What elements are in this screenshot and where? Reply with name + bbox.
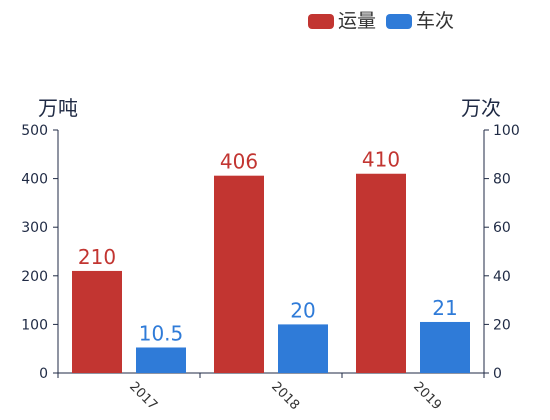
legend-item-yunliang[interactable]: 运量	[308, 9, 376, 33]
y-right-tick-label: 100	[493, 123, 520, 139]
bar-运量-2019[interactable]	[356, 173, 406, 373]
y-right-tick-label: 60	[493, 220, 511, 236]
legend: 运量 车次	[308, 9, 464, 33]
data-label: 21	[432, 296, 457, 320]
data-label: 210	[78, 245, 116, 269]
legend-swatch-yunliang	[308, 13, 334, 29]
left-axis-title: 万吨	[38, 96, 78, 120]
data-label: 20	[290, 298, 315, 322]
data-label: 410	[362, 148, 400, 172]
y-right-tick-label: 20	[493, 317, 511, 333]
bar-车次-2017[interactable]	[136, 347, 186, 373]
y-left-tick-label: 0	[39, 366, 48, 382]
y-left-tick-label: 400	[21, 172, 48, 188]
legend-label-checi: 车次	[416, 10, 455, 32]
legend-item-checi[interactable]: 车次	[386, 9, 454, 33]
y-left-tick-label: 300	[21, 220, 48, 236]
legend-label-yunliang: 运量	[338, 10, 377, 32]
bar-运量-2017[interactable]	[72, 270, 122, 373]
x-tick-label: 2019	[410, 379, 444, 413]
data-label: 406	[220, 150, 258, 174]
y-left-tick-label: 100	[21, 317, 48, 333]
right-axis-title: 万次	[461, 96, 501, 120]
data-label: 10.5	[139, 321, 184, 345]
y-left-tick-label: 500	[21, 123, 48, 139]
bar-车次-2018[interactable]	[278, 324, 328, 373]
bar-车次-2019[interactable]	[420, 321, 470, 373]
y-right-tick-label: 40	[493, 269, 511, 285]
y-left-tick-label: 200	[21, 269, 48, 285]
y-right-tick-label: 0	[493, 366, 502, 382]
x-tick-label: 2017	[126, 379, 160, 413]
bar-运量-2018[interactable]	[214, 175, 264, 373]
legend-swatch-checi	[386, 13, 413, 29]
y-right-tick-label: 80	[493, 172, 511, 188]
x-tick-label: 2018	[268, 379, 302, 413]
